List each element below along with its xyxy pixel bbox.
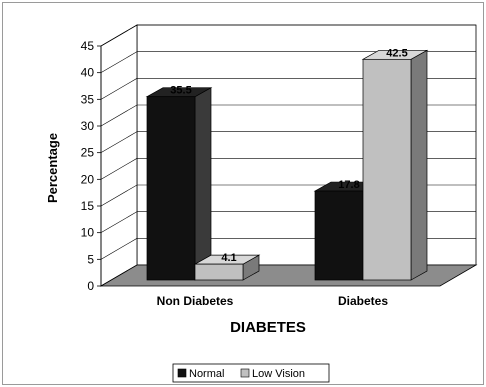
y-tick-label: 5 [87, 252, 94, 266]
legend-swatch-normal [177, 368, 187, 378]
y-tick-label: 20 [81, 172, 95, 186]
data-labels: 35.5 4.1 17.8 42.5 [170, 47, 407, 264]
legend-swatch-low-vision [240, 368, 250, 378]
bar-non-diabetes-low-vision [193, 254, 261, 281]
y-tick-label: 10 [81, 226, 95, 240]
y-tick-label: 45 [81, 39, 95, 53]
gridline [100, 24, 476, 47]
bar-diabetes-low-vision-front [362, 58, 412, 281]
y-tick-label: 25 [81, 146, 95, 160]
bar-non-diabetes-normal-front [146, 96, 196, 281]
data-label: 35.5 [170, 85, 191, 97]
legend: Normal Low Vision [172, 363, 330, 383]
x-category-label: Diabetes [338, 294, 388, 308]
data-label: 17.8 [338, 179, 359, 191]
bar-non-diabetes-low-vision-front [194, 263, 244, 281]
bar-non-diabetes-normal-side [194, 87, 212, 281]
category-labels: Non Diabetes Diabetes [157, 294, 389, 308]
y-tick-label: 15 [81, 199, 95, 213]
x-category-label: Non Diabetes [157, 294, 234, 308]
legend-label-low-vision: Low Vision [252, 368, 305, 380]
y-axis-ticks: 0 5 10 15 20 25 30 35 40 45 [81, 39, 102, 293]
data-label: 4.1 [221, 252, 236, 264]
x-axis-title: DIABETES [230, 319, 306, 336]
data-label: 42.5 [386, 47, 407, 59]
bar-diabetes-normal-front [314, 190, 364, 281]
y-axis-title: Percentage [45, 133, 60, 203]
gridline [100, 51, 476, 73]
y-tick-label: 0 [87, 279, 94, 293]
bar-diabetes-low-vision-side [410, 49, 428, 281]
bar-diabetes-low-vision [361, 49, 429, 281]
bars [145, 49, 429, 281]
side-wall [100, 24, 138, 287]
bar-non-diabetes-normal [145, 87, 213, 281]
y-tick-label: 30 [81, 119, 95, 133]
y-tick-label: 40 [81, 66, 95, 80]
legend-label-normal: Normal [189, 368, 224, 380]
y-tick-label: 35 [81, 92, 95, 106]
legend-box [172, 363, 330, 383]
